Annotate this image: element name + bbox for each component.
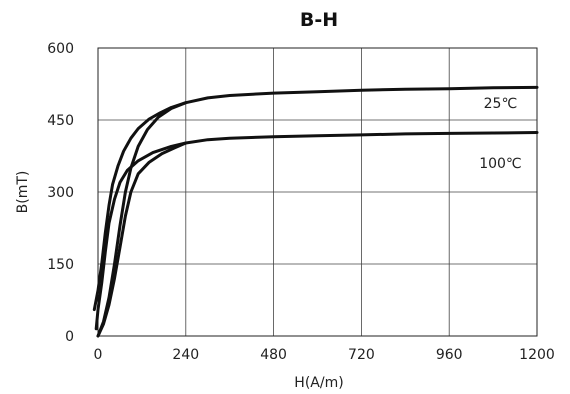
series-25c-upper-branch bbox=[92, 85, 539, 312]
series-labels: 25℃ 100℃ bbox=[479, 96, 521, 172]
series-25c-label: 25℃ bbox=[484, 96, 518, 112]
series-100c-upper-branch bbox=[94, 131, 539, 331]
y-tick-label: 300 bbox=[47, 185, 74, 201]
chart-title: B-H bbox=[300, 9, 338, 31]
y-tick-label: 0 bbox=[65, 329, 74, 345]
series-25c-lower-branch bbox=[96, 101, 188, 338]
x-tick-label: 960 bbox=[436, 347, 463, 363]
x-axis-label: H(A/m) bbox=[294, 375, 343, 391]
curves bbox=[92, 85, 539, 338]
y-ticks: 0 150 300 450 600 bbox=[47, 41, 74, 345]
x-tick-label: 720 bbox=[348, 347, 375, 363]
y-axis-label: B(mT) bbox=[15, 171, 31, 214]
y-tick-label: 600 bbox=[47, 41, 74, 57]
grid bbox=[98, 48, 537, 336]
x-ticks: 0 240 480 720 960 1200 bbox=[94, 347, 555, 363]
x-tick-label: 1200 bbox=[519, 347, 555, 363]
x-tick-label: 480 bbox=[260, 347, 287, 363]
y-tick-label: 150 bbox=[47, 257, 74, 273]
x-tick-label: 0 bbox=[94, 347, 103, 363]
y-tick-label: 450 bbox=[47, 113, 74, 129]
x-tick-label: 240 bbox=[172, 347, 199, 363]
series-100c-label: 100℃ bbox=[479, 156, 521, 172]
plot-frame bbox=[97, 47, 538, 337]
series-100c-lower-branch bbox=[96, 141, 188, 338]
